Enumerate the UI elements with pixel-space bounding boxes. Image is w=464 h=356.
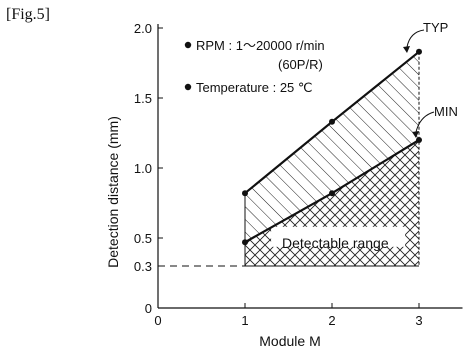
- x-axis-title: Module M: [259, 333, 320, 349]
- regions-layer: [158, 51, 420, 267]
- x-tick-label: 3: [415, 313, 422, 328]
- series-point-min: [242, 239, 248, 246]
- condition-bullet: [184, 83, 192, 91]
- condition-temperature: Temperature : 25 ℃: [196, 80, 313, 95]
- x-tick-label: 0: [154, 313, 161, 328]
- x-tick-label: 2: [328, 313, 335, 328]
- labels-layer: 0 1 2 3 0 0.3 0.5 1.0 1.5 2.0: [134, 21, 435, 328]
- y-tick-label: 1.0: [134, 161, 152, 176]
- x-tick-label: 1: [241, 313, 248, 328]
- series-point-min: [329, 190, 335, 197]
- condition-pulses: (60P/R): [278, 57, 323, 72]
- series-point-min: [416, 137, 422, 143]
- conditions-legend: RPM : 1〜20000 r/min (60P/R) Temperature …: [184, 38, 325, 95]
- y-tick-label: 0.3: [134, 259, 152, 274]
- min-callout-arrowhead: [412, 131, 419, 138]
- range-label: Detectable range: [282, 235, 389, 251]
- axes-layer: [157, 24, 463, 309]
- y-tick-label: 0: [145, 301, 152, 316]
- typ-label: TYP: [423, 20, 448, 35]
- series-layer: [242, 48, 422, 246]
- series-point-typ: [416, 48, 422, 55]
- condition-bullet: [184, 41, 192, 49]
- range-label-background: [271, 226, 406, 247]
- typ-min-band: [245, 51, 419, 243]
- typ-callout-arrow: [406, 29, 425, 48]
- y-tick-label: 1.5: [134, 91, 152, 106]
- series-point-typ: [329, 118, 335, 125]
- y-tick-label: 0.5: [134, 231, 152, 246]
- typ-callout-arrowhead: [403, 46, 410, 53]
- series-point-typ: [242, 190, 248, 197]
- figure-label: [Fig.5]: [6, 6, 50, 23]
- condition-rpm: RPM : 1〜20000 r/min: [196, 38, 325, 53]
- min-callout-arrow: [415, 111, 435, 133]
- y-axis-title: Detection distance (mm): [105, 116, 121, 268]
- y-tick-label: 2.0: [134, 21, 152, 36]
- min-label: MIN: [434, 104, 458, 119]
